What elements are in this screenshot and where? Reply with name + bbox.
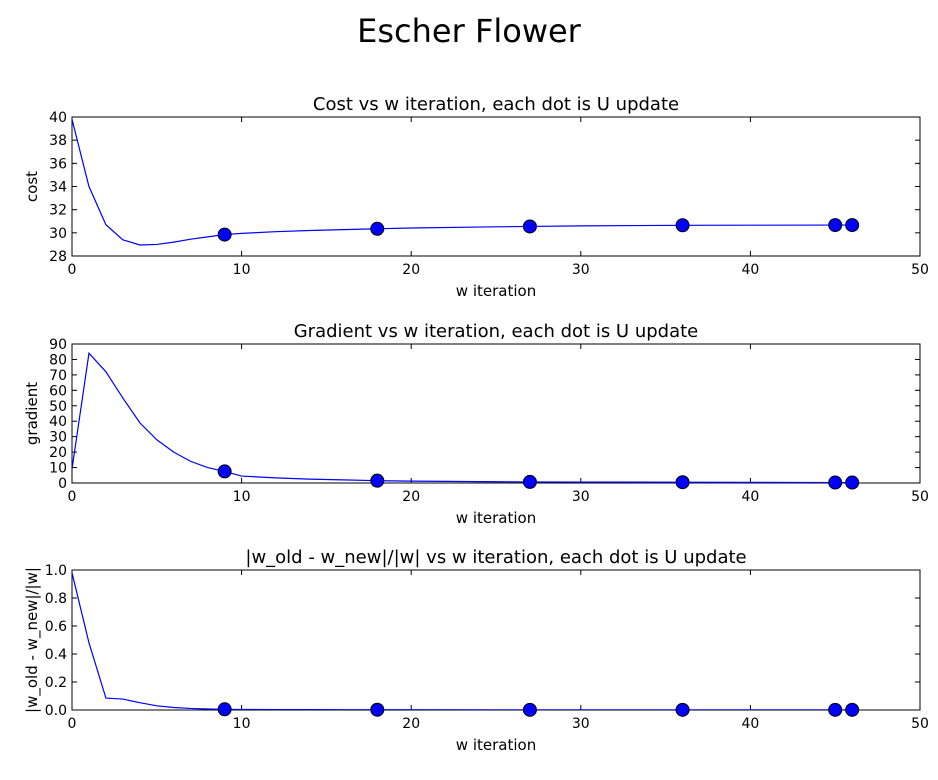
data-point-marker: [828, 475, 843, 490]
y-tick-label: 40: [49, 414, 67, 430]
x-tick-label: 50: [911, 262, 929, 278]
y-tick-label: 0.0: [45, 703, 67, 719]
x-tick-label: 40: [741, 262, 759, 278]
y-tick-label: 90: [49, 337, 67, 353]
chart-panel-3: |w_old - w_new|/|w| vs w iteration, each…: [23, 547, 929, 754]
y-tick-label: 28: [49, 249, 67, 265]
data-point-marker: [522, 219, 537, 234]
y-tick-label: 32: [49, 203, 67, 219]
data-point-marker: [217, 702, 232, 717]
x-tick-label: 0: [68, 716, 77, 732]
chart-title: Cost vs w iteration, each dot is U updat…: [313, 94, 679, 115]
y-tick-label: 1.0: [45, 563, 67, 579]
x-tick-label: 20: [402, 716, 420, 732]
data-point-marker: [370, 221, 385, 236]
x-tick-label: 10: [233, 262, 251, 278]
chart-title: |w_old - w_new|/|w| vs w iteration, each…: [245, 547, 746, 568]
x-tick-label: 30: [572, 262, 590, 278]
data-point-marker: [675, 218, 690, 233]
y-tick-label: 0.8: [45, 591, 67, 607]
y-axis-label: cost: [23, 171, 41, 202]
y-tick-label: 0.4: [45, 647, 67, 663]
x-tick-label: 40: [741, 489, 759, 505]
y-tick-label: 40: [49, 110, 67, 126]
y-tick-label: 30: [49, 430, 67, 446]
y-tick-label: 70: [49, 368, 67, 384]
x-tick-label: 30: [572, 716, 590, 732]
x-tick-label: 10: [233, 489, 251, 505]
y-tick-label: 30: [49, 226, 67, 242]
x-axis-label: w iteration: [456, 736, 536, 754]
data-point-marker: [217, 227, 232, 242]
series-line: [72, 119, 853, 246]
y-axis-label: gradient: [23, 382, 41, 445]
plot-frame: [71, 569, 921, 711]
plot-frame: [71, 116, 921, 257]
y-tick-label: 38: [49, 133, 67, 149]
data-point-marker: [828, 702, 843, 717]
data-point-marker: [217, 464, 232, 479]
x-tick-label: 30: [572, 489, 590, 505]
x-tick-label: 0: [68, 489, 77, 505]
y-tick-label: 10: [49, 461, 67, 477]
y-tick-label: 0.6: [45, 619, 67, 635]
figure-title: Escher Flower: [357, 12, 582, 50]
data-point-marker: [845, 702, 860, 717]
x-axis-label: w iteration: [456, 282, 536, 300]
y-tick-label: 80: [49, 352, 67, 368]
y-tick-label: 60: [49, 383, 67, 399]
y-axis-label: |w_old - w_new|/|w|: [23, 567, 42, 713]
y-tick-label: 50: [49, 399, 67, 415]
chart-panel-1: Cost vs w iteration, each dot is U updat…: [23, 94, 929, 300]
x-tick-label: 0: [68, 262, 77, 278]
data-point-marker: [522, 702, 537, 717]
chart-title: Gradient vs w iteration, each dot is U u…: [294, 321, 699, 342]
data-point-marker: [845, 475, 860, 490]
x-tick-label: 10: [233, 716, 251, 732]
y-tick-label: 34: [49, 180, 67, 196]
data-point-marker: [522, 474, 537, 489]
x-tick-label: 20: [402, 489, 420, 505]
data-point-marker: [845, 218, 860, 233]
series-line: [72, 351, 853, 483]
x-tick-label: 50: [911, 489, 929, 505]
data-point-marker: [675, 475, 690, 490]
data-point-marker: [370, 702, 385, 717]
y-tick-label: 0: [58, 476, 67, 492]
x-tick-label: 50: [911, 716, 929, 732]
x-tick-label: 20: [402, 262, 420, 278]
x-tick-label: 40: [741, 716, 759, 732]
x-axis-label: w iteration: [456, 509, 536, 527]
data-point-marker: [675, 702, 690, 717]
data-point-marker: [828, 218, 843, 233]
chart-panel-2: Gradient vs w iteration, each dot is U u…: [23, 321, 929, 527]
y-tick-label: 20: [49, 445, 67, 461]
y-tick-label: 36: [49, 156, 67, 172]
y-tick-label: 0.2: [45, 675, 67, 691]
series-line: [72, 572, 853, 710]
plot-frame: [71, 343, 921, 484]
data-point-marker: [370, 473, 385, 488]
